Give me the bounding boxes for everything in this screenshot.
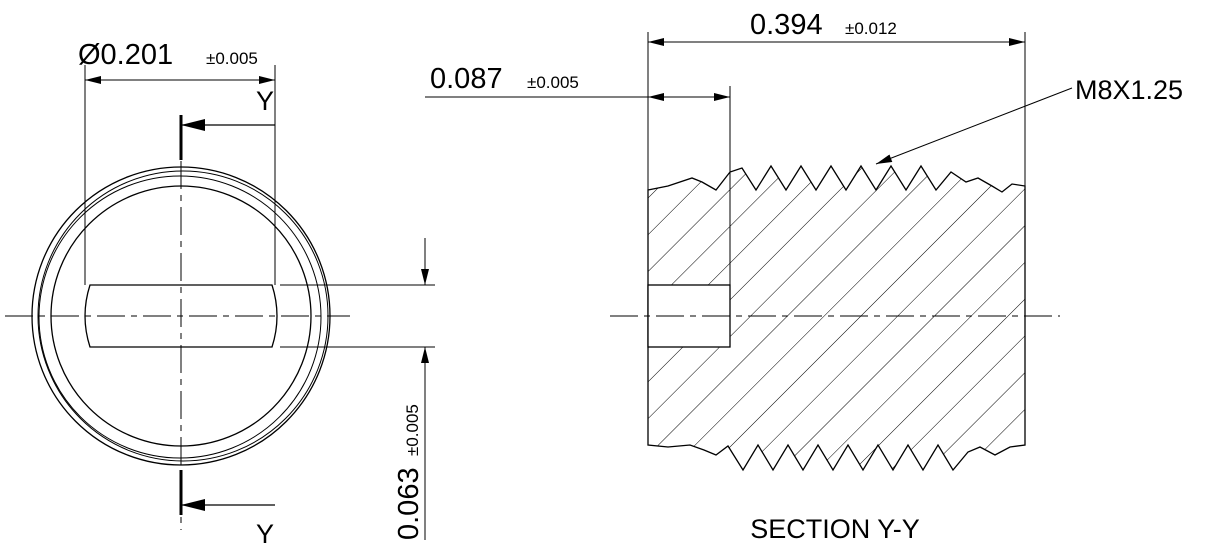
front-view: Y Y Ø0.201 ±0.005 0.063 ±0.005 [5, 39, 435, 548]
section-title: SECTION Y-Y [750, 514, 920, 544]
dimension-value: Ø0.201 [78, 39, 173, 71]
dimension-tolerance: ±0.012 [845, 19, 897, 38]
dimension-tolerance: ±0.005 [206, 49, 258, 68]
section-label: Y [256, 86, 274, 116]
dimension-value: 0.063 [393, 467, 425, 540]
thread-circle [38, 175, 322, 459]
leader-line [875, 87, 1073, 165]
dimension-value: 0.087 [430, 63, 503, 95]
thread-callout: M8X1.25 [1075, 75, 1183, 105]
dimension-tolerance: ±0.005 [403, 404, 422, 456]
dimension-value: 0.394 [750, 9, 823, 41]
dimension-tolerance: ±0.005 [527, 73, 579, 92]
section-view: 0.394 ±0.012 0.087 ±0.005 M8X1.25 SECTIO… [425, 9, 1183, 544]
section-label: Y [256, 519, 274, 548]
slot [84, 284, 278, 348]
